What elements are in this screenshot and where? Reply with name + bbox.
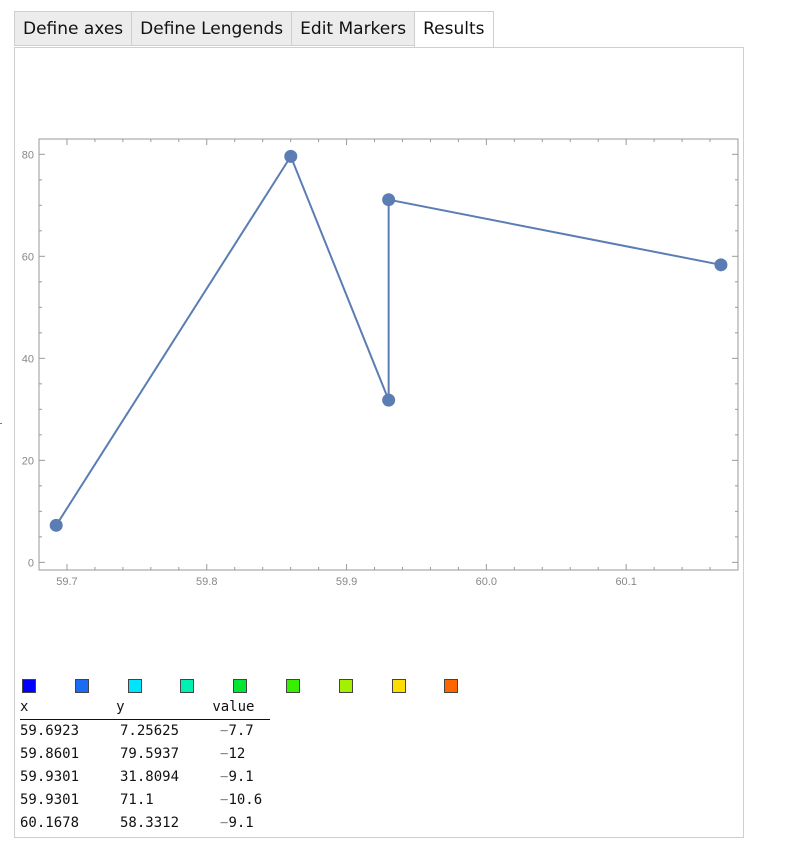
tab-bar: Define axes Define Lengends Edit Markers… (14, 11, 494, 48)
x-tick-label: 59.9 (336, 576, 357, 588)
legend-swatch (391, 679, 406, 693)
legend-swatch (74, 679, 89, 693)
legend-swatch (127, 679, 142, 693)
axis-ticks (38, 139, 739, 570)
cell-value-number: 9.1 (228, 769, 254, 785)
legend-swatch (338, 679, 353, 693)
tab-edit-markers[interactable]: Edit Markers (291, 11, 415, 46)
data-point (284, 149, 298, 163)
results-panel (14, 47, 744, 838)
header-y: y (116, 699, 125, 715)
cell-value: −9.1 (220, 766, 280, 789)
x-tick-label: 59.8 (196, 576, 217, 588)
cell-y: 31.8094 (120, 769, 180, 785)
y-tick-label: 80 (22, 149, 34, 161)
cell-x: 59.6923 (20, 723, 80, 739)
cell-value: −9.1 (220, 812, 280, 835)
cell-value: −10.6 (220, 789, 280, 812)
minus-sign: − (220, 723, 229, 739)
cell-x: 60.1678 (20, 815, 80, 831)
series-points (49, 149, 728, 532)
cell-x: 59.9301 (20, 769, 80, 785)
legend-swatch (286, 679, 300, 693)
legend-swatch (22, 679, 36, 693)
minus-sign: − (220, 746, 229, 762)
table-row: 60.1678 58.3312 −9.1 (20, 812, 280, 835)
minus-sign: − (220, 792, 229, 808)
tab-results[interactable]: Results (414, 11, 494, 48)
data-point (49, 518, 63, 532)
y-tick-label: 40 (22, 353, 34, 365)
y-tick-label: 20 (22, 455, 34, 467)
legend-swatches (22, 679, 482, 693)
table-header: x y value (20, 698, 270, 720)
tab-define-axes[interactable]: Define axes (14, 11, 132, 46)
y-tick-label: 60 (22, 251, 34, 263)
header-value: value (212, 699, 255, 715)
plot-frame (38, 138, 739, 571)
cell-value-number: 12 (228, 746, 246, 762)
cell-y: 58.3312 (120, 815, 180, 831)
data-point (382, 193, 396, 207)
cell-value: −12 (220, 743, 280, 766)
minus-sign: − (220, 769, 229, 785)
data-point (382, 393, 396, 407)
x-tick-labels: 59.7 59.8 59.9 60.0 60.1 (56, 576, 637, 588)
x-tick-label: 59.7 (56, 576, 77, 588)
results-table: x y value 59.6923 7.25625 −7.7 59.8601 7… (20, 698, 280, 835)
series-line (55, 154, 722, 526)
table-row: 59.9301 31.8094 −9.1 (20, 766, 280, 789)
cell-value-number: 9.1 (228, 815, 254, 831)
cell-y: 7.25625 (120, 723, 180, 739)
y-tick-labels: 0 20 40 60 80 (22, 149, 34, 569)
header-x: x (20, 699, 29, 715)
table-row: 59.9301 71.1 −10.6 (20, 789, 280, 812)
legend-swatch (233, 679, 248, 693)
legend-swatch (180, 679, 195, 693)
legend-swatch (444, 679, 459, 693)
cell-x: 59.8601 (20, 746, 80, 762)
cell-value-number: 10.6 (228, 792, 263, 808)
minus-sign: − (220, 815, 229, 831)
data-point (714, 258, 728, 272)
cell-y: 71.1 (120, 792, 154, 808)
tab-define-legends[interactable]: Define Lengends (131, 11, 292, 46)
edge-mark (0, 423, 2, 424)
x-tick-label: 60.1 (615, 576, 636, 588)
cell-y: 79.5937 (120, 746, 180, 762)
x-tick-label: 60.0 (476, 576, 497, 588)
cell-value: −7.7 (220, 720, 280, 743)
y-tick-label: 0 (28, 557, 34, 569)
table-row: 59.8601 79.5937 −12 (20, 743, 280, 766)
cell-x: 59.9301 (20, 792, 80, 808)
cell-value-number: 7.7 (228, 723, 254, 739)
table-row: 59.6923 7.25625 −7.7 (20, 720, 280, 743)
